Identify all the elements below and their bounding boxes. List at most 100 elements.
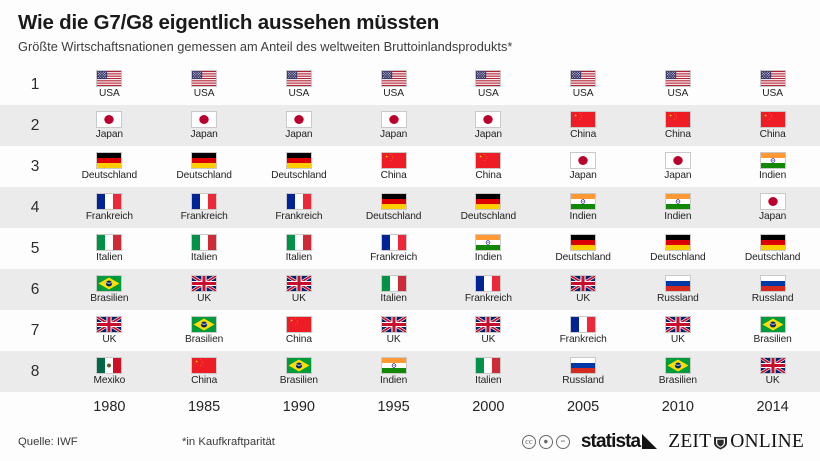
country-label: Russland bbox=[657, 292, 699, 304]
country-cell: Indien bbox=[346, 356, 441, 386]
country-label: Brasilien bbox=[279, 374, 318, 386]
country-label: Russland bbox=[751, 292, 794, 304]
country-cell: China bbox=[157, 356, 252, 386]
ru-flag-icon bbox=[759, 274, 786, 292]
country-label: USA bbox=[478, 87, 499, 99]
country-cell: Italien bbox=[157, 233, 252, 263]
rank-label: 1 bbox=[30, 75, 40, 93]
country-cell: Deutschland bbox=[62, 151, 157, 181]
country-cell: Deutschland bbox=[252, 151, 347, 181]
country-cell: USA bbox=[536, 69, 631, 99]
gb-flag-icon bbox=[664, 315, 691, 333]
br-flag-icon bbox=[285, 356, 312, 374]
header: Wie die G7/G8 eigentlich aussehen müsste… bbox=[0, 0, 820, 55]
country-label: USA bbox=[762, 87, 783, 99]
jp-flag-icon bbox=[759, 192, 786, 210]
de-flag-icon bbox=[285, 151, 312, 169]
country-label: Deutschland bbox=[744, 251, 801, 263]
year-label: 2000 bbox=[472, 399, 505, 415]
country-cell: Japan bbox=[346, 110, 441, 140]
br-flag-icon bbox=[191, 315, 218, 333]
country-label: UK bbox=[197, 292, 212, 304]
cn-flag-icon bbox=[570, 110, 597, 128]
country-label: Brasilien bbox=[185, 333, 224, 345]
country-label: Deutschland bbox=[650, 251, 706, 263]
country-cell: Indien bbox=[441, 233, 536, 263]
jp-flag-icon bbox=[380, 110, 407, 128]
country-label: UK bbox=[291, 292, 306, 304]
country-cell: UK bbox=[725, 356, 820, 386]
fr-flag-icon bbox=[475, 274, 502, 292]
country-cell: Frankreich bbox=[441, 274, 536, 304]
cn-flag-icon bbox=[191, 356, 218, 374]
country-cell: Japan bbox=[441, 110, 536, 140]
in-flag-icon bbox=[380, 356, 407, 374]
jp-flag-icon bbox=[570, 151, 597, 169]
cn-flag-icon bbox=[475, 151, 502, 169]
country-label: China bbox=[285, 333, 312, 345]
de-flag-icon bbox=[380, 192, 407, 210]
year-label: 1995 bbox=[377, 399, 410, 415]
country-label: UK bbox=[481, 333, 496, 345]
row-cells: Italien Italien Italien Frankreich Indie… bbox=[62, 233, 820, 263]
country-label: Japan bbox=[664, 169, 692, 181]
country-label: Italien bbox=[380, 292, 407, 304]
us-flag-icon bbox=[380, 69, 407, 87]
country-cell: China bbox=[441, 151, 536, 181]
country-cell: China bbox=[346, 151, 441, 181]
de-flag-icon bbox=[475, 192, 502, 210]
gb-flag-icon bbox=[191, 274, 218, 292]
rank-label: 6 bbox=[30, 280, 40, 298]
page-subtitle: Größte Wirtschaftsnationen gemessen am A… bbox=[18, 38, 513, 54]
country-label: Brasilien bbox=[658, 374, 697, 386]
country-cell: Frankreich bbox=[62, 192, 157, 222]
br-flag-icon bbox=[664, 356, 691, 374]
mx-flag-icon bbox=[96, 356, 123, 374]
country-cell: UK bbox=[346, 315, 441, 345]
country-cell: Japan bbox=[252, 110, 347, 140]
country-label: Deutschland bbox=[365, 210, 422, 222]
us-flag-icon bbox=[570, 69, 597, 87]
country-cell: Brasilien bbox=[631, 356, 726, 386]
country-label: Frankreich bbox=[180, 210, 228, 222]
brand-bar: cc ● = statista ZEIT ONLINE bbox=[521, 431, 804, 453]
gb-flag-icon bbox=[96, 315, 123, 333]
country-label: USA bbox=[99, 87, 120, 99]
country-label: Indien bbox=[380, 374, 408, 386]
country-cell: Japan bbox=[62, 110, 157, 140]
country-label: Brasilien bbox=[90, 292, 129, 304]
ru-flag-icon bbox=[570, 356, 597, 374]
table-row: 1 USA bbox=[0, 64, 820, 105]
jp-flag-icon bbox=[96, 110, 123, 128]
country-cell: Italien bbox=[62, 233, 157, 263]
rank-label: 2 bbox=[30, 116, 40, 134]
country-label: USA bbox=[572, 87, 594, 99]
country-label: UK bbox=[576, 292, 591, 304]
country-cell: USA bbox=[346, 69, 441, 99]
cc-by-icon: ● bbox=[538, 434, 553, 449]
country-label: Frankreich bbox=[559, 333, 607, 345]
gb-flag-icon bbox=[570, 274, 597, 292]
country-label: China bbox=[570, 128, 597, 140]
table-row: 5 Italien Italien Italien Frankreich Ind… bbox=[0, 228, 820, 269]
country-cell: USA bbox=[725, 69, 820, 99]
it-flag-icon bbox=[380, 274, 407, 292]
country-label: UK bbox=[670, 333, 685, 345]
ru-flag-icon bbox=[664, 274, 691, 292]
cn-flag-icon bbox=[380, 151, 407, 169]
row-cells: Frankreich Frankreich Frankreich Deutsch… bbox=[62, 192, 820, 222]
country-cell: Deutschland bbox=[725, 233, 820, 263]
country-cell: USA bbox=[441, 69, 536, 99]
ranking-table: 1 USA bbox=[0, 64, 820, 392]
country-label: Indien bbox=[759, 169, 787, 181]
in-flag-icon bbox=[759, 151, 786, 169]
country-label: Deutschland bbox=[81, 169, 138, 181]
table-row: 3 Deutschland Deutschland Deutschland Ch… bbox=[0, 146, 820, 187]
country-label: Frankreich bbox=[85, 210, 133, 222]
country-cell: Russland bbox=[631, 274, 726, 304]
table-row: 4 Frankreich Frankreich Frankreich Deuts… bbox=[0, 187, 820, 228]
year-label: 2010 bbox=[661, 399, 694, 415]
country-label: Italien bbox=[475, 374, 502, 386]
it-flag-icon bbox=[191, 233, 218, 251]
country-label: UK bbox=[765, 374, 780, 386]
